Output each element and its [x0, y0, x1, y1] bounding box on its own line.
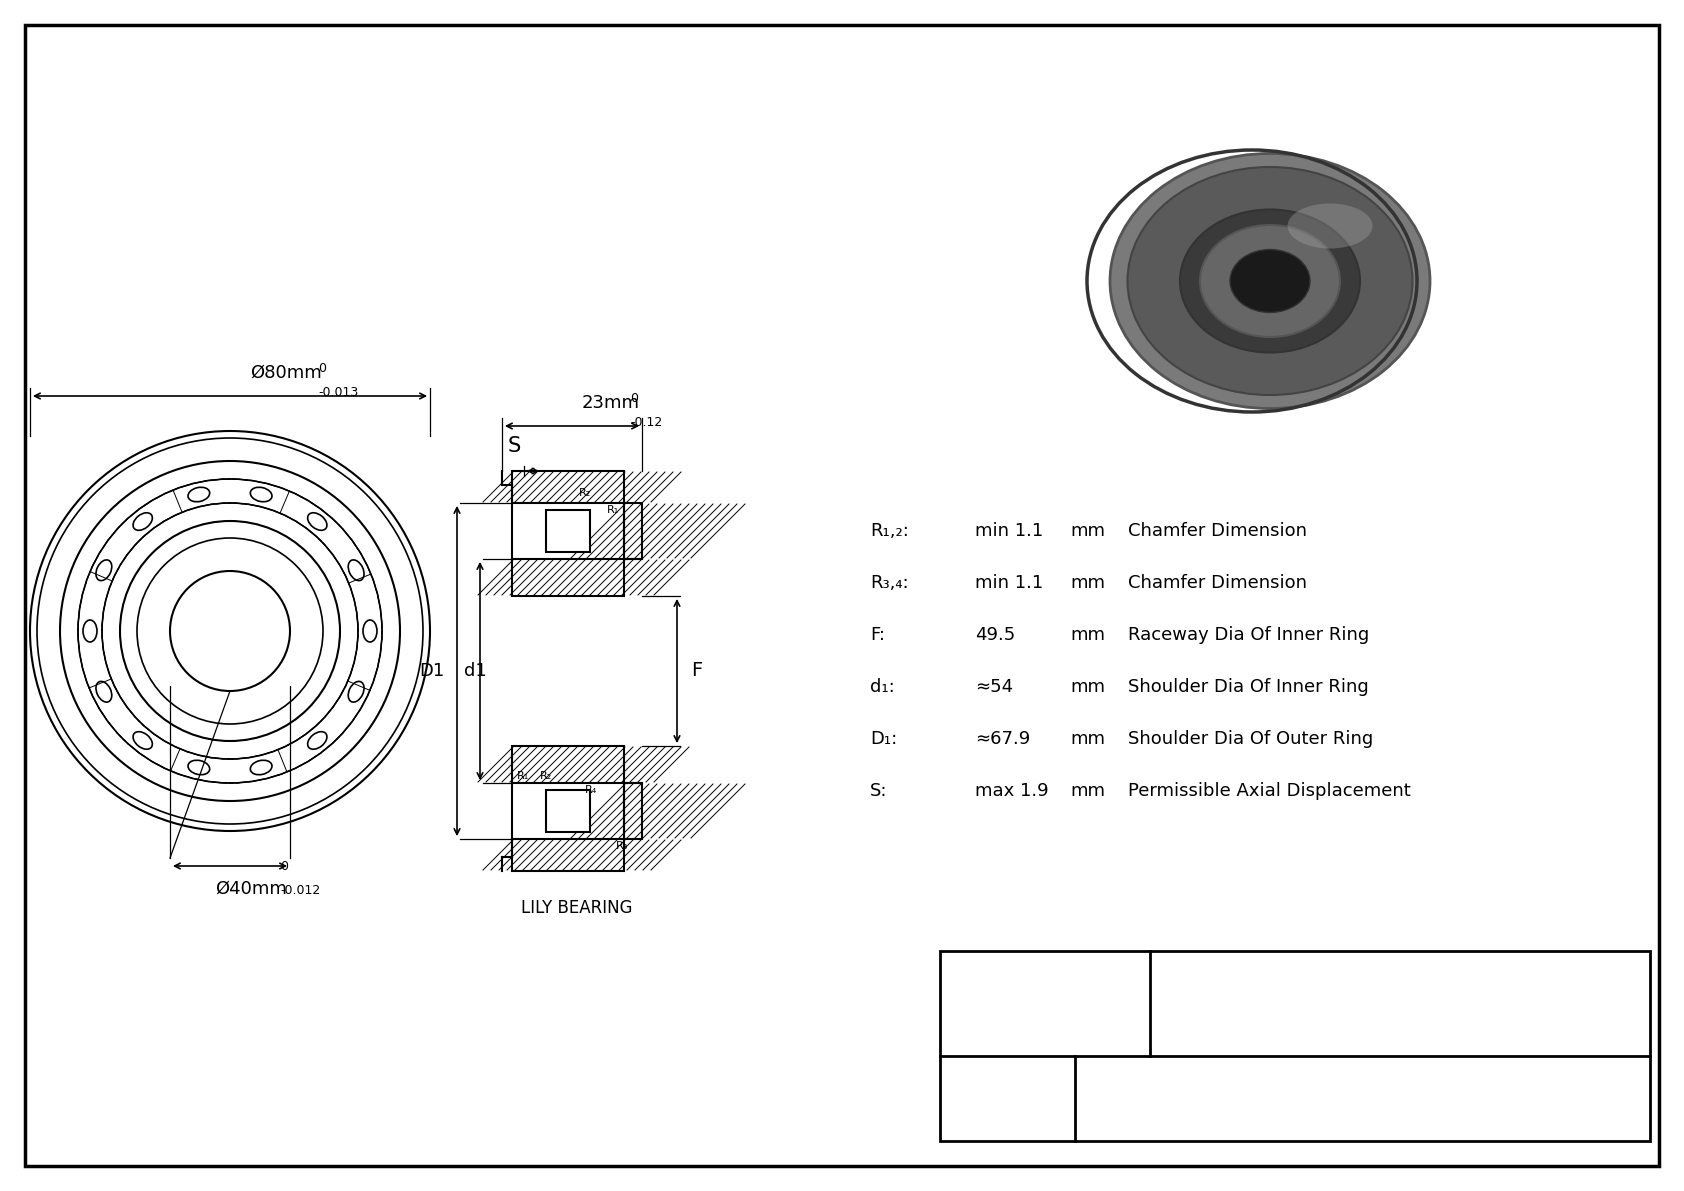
Ellipse shape — [96, 681, 111, 703]
Text: R₁: R₁ — [608, 505, 620, 515]
Text: Raceway Dia Of Inner Ring: Raceway Dia Of Inner Ring — [1128, 626, 1369, 644]
Text: 49.5: 49.5 — [975, 626, 1015, 644]
Text: R₂: R₂ — [579, 488, 591, 498]
Text: mm: mm — [1069, 522, 1105, 540]
Text: 0: 0 — [630, 392, 638, 405]
Bar — [625, 503, 642, 559]
Bar — [546, 790, 591, 833]
Text: R₁: R₁ — [517, 771, 529, 781]
Text: d1: d1 — [463, 662, 487, 680]
Text: S:: S: — [871, 782, 887, 800]
Ellipse shape — [1288, 204, 1372, 249]
Ellipse shape — [1110, 154, 1430, 409]
Text: mm: mm — [1069, 574, 1105, 592]
Text: -0.12: -0.12 — [630, 416, 662, 429]
Text: 0: 0 — [280, 860, 288, 873]
Bar — [512, 746, 625, 782]
Ellipse shape — [133, 731, 152, 749]
Ellipse shape — [308, 513, 327, 530]
Text: R₂: R₂ — [541, 771, 552, 781]
Text: ≈67.9: ≈67.9 — [975, 730, 1031, 748]
Ellipse shape — [83, 621, 98, 642]
Text: R₁,₂:: R₁,₂: — [871, 522, 909, 540]
Bar — [940, 950, 1650, 1141]
Ellipse shape — [189, 487, 210, 501]
Text: Part
Numbe: Part Numbe — [975, 1075, 1039, 1122]
Ellipse shape — [96, 560, 111, 581]
Bar — [512, 470, 625, 503]
Ellipse shape — [133, 513, 152, 530]
Text: ≈54: ≈54 — [975, 678, 1014, 696]
Text: Shoulder Dia Of Outer Ring: Shoulder Dia Of Outer Ring — [1128, 730, 1372, 748]
Bar — [546, 510, 591, 551]
Text: R₃,₄:: R₃,₄: — [871, 574, 909, 592]
Text: mm: mm — [1069, 782, 1105, 800]
Ellipse shape — [308, 731, 327, 749]
Text: ®: ® — [1118, 962, 1138, 981]
Text: -0.012: -0.012 — [280, 884, 320, 897]
Text: D₁:: D₁: — [871, 730, 898, 748]
Text: mm: mm — [1069, 730, 1105, 748]
Ellipse shape — [1128, 167, 1413, 395]
Ellipse shape — [349, 681, 364, 703]
Text: R₄: R₄ — [584, 785, 598, 796]
Ellipse shape — [349, 560, 364, 581]
Text: R₃: R₃ — [616, 841, 628, 852]
Text: mm: mm — [1069, 626, 1105, 644]
Text: Ø80mm: Ø80mm — [249, 364, 322, 382]
Ellipse shape — [251, 487, 273, 501]
Bar — [512, 559, 625, 596]
Ellipse shape — [1180, 210, 1361, 353]
Text: min 1.1: min 1.1 — [975, 522, 1044, 540]
Text: 0: 0 — [318, 362, 327, 375]
Text: max 1.9: max 1.9 — [975, 782, 1049, 800]
Text: SHANGHAI LILY BEARING LIMITED: SHANGHAI LILY BEARING LIMITED — [1218, 978, 1583, 997]
Text: mm: mm — [1069, 678, 1105, 696]
Text: -0.013: -0.013 — [318, 386, 359, 399]
Ellipse shape — [1201, 225, 1340, 337]
Text: D1: D1 — [419, 662, 445, 680]
Text: LILY BEARING: LILY BEARING — [522, 899, 633, 917]
Text: d₁:: d₁: — [871, 678, 894, 696]
Bar — [512, 838, 625, 871]
Text: Ø40mm: Ø40mm — [216, 880, 286, 898]
Text: F:: F: — [871, 626, 886, 644]
Ellipse shape — [364, 621, 377, 642]
Text: Chamfer Dimension: Chamfer Dimension — [1128, 522, 1307, 540]
Ellipse shape — [189, 760, 210, 774]
Ellipse shape — [251, 760, 273, 774]
Text: Email: lilybearing@lily-bearing.com: Email: lilybearing@lily-bearing.com — [1253, 1017, 1548, 1036]
Text: Shoulder Dia Of Inner Ring: Shoulder Dia Of Inner Ring — [1128, 678, 1369, 696]
Bar — [625, 782, 642, 838]
Text: 23mm: 23mm — [583, 394, 640, 412]
Text: Chamfer Dimension: Chamfer Dimension — [1128, 574, 1307, 592]
Text: F: F — [692, 661, 702, 680]
Text: NJ 2208 ECML Cylindrical Roller Bearings: NJ 2208 ECML Cylindrical Roller Bearings — [1164, 1089, 1561, 1108]
Text: S: S — [507, 436, 520, 456]
Ellipse shape — [1229, 249, 1310, 312]
Text: LILY: LILY — [980, 975, 1110, 1031]
Text: min 1.1: min 1.1 — [975, 574, 1044, 592]
Text: Permissible Axial Displacement: Permissible Axial Displacement — [1128, 782, 1411, 800]
